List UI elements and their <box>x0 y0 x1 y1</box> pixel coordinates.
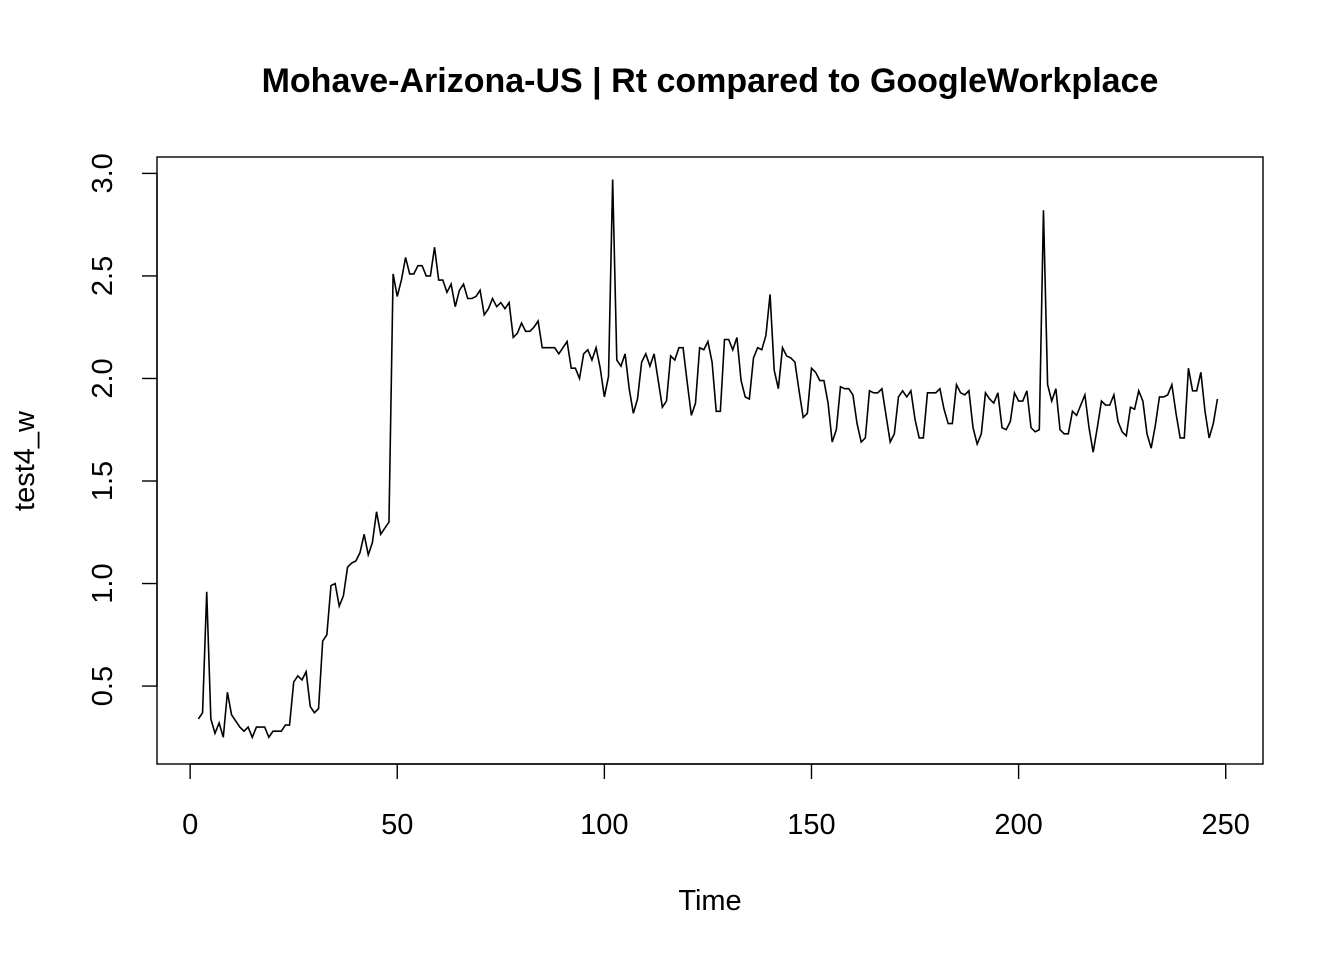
y-tick-label: 0.5 <box>87 666 119 706</box>
y-tick-label: 1.0 <box>87 563 119 603</box>
x-tick-label: 250 <box>1202 809 1250 841</box>
y-tick-label: 1.5 <box>87 461 119 501</box>
x-tick-label: 150 <box>787 809 835 841</box>
x-tick-label: 0 <box>182 809 198 841</box>
series-line <box>197 179 1219 740</box>
y-axis-label: test4_w <box>9 410 41 511</box>
x-axis: 0 50 100 150 200 250 <box>182 763 1250 841</box>
y-axis: 0.5 1.0 1.5 2.0 2.5 3.0 <box>87 153 158 706</box>
chart-title: Mohave-Arizona-US | Rt compared to Googl… <box>262 62 1159 100</box>
x-tick-label: 100 <box>580 809 628 841</box>
x-axis-label: Time <box>678 885 741 917</box>
y-tick-label: 3.0 <box>87 153 119 193</box>
y-tick-label: 2.5 <box>87 256 119 296</box>
x-tick-label: 200 <box>994 809 1042 841</box>
plot-area-frame <box>156 156 1264 765</box>
y-tick-label: 2.0 <box>87 358 119 398</box>
x-tick-label: 50 <box>381 809 413 841</box>
